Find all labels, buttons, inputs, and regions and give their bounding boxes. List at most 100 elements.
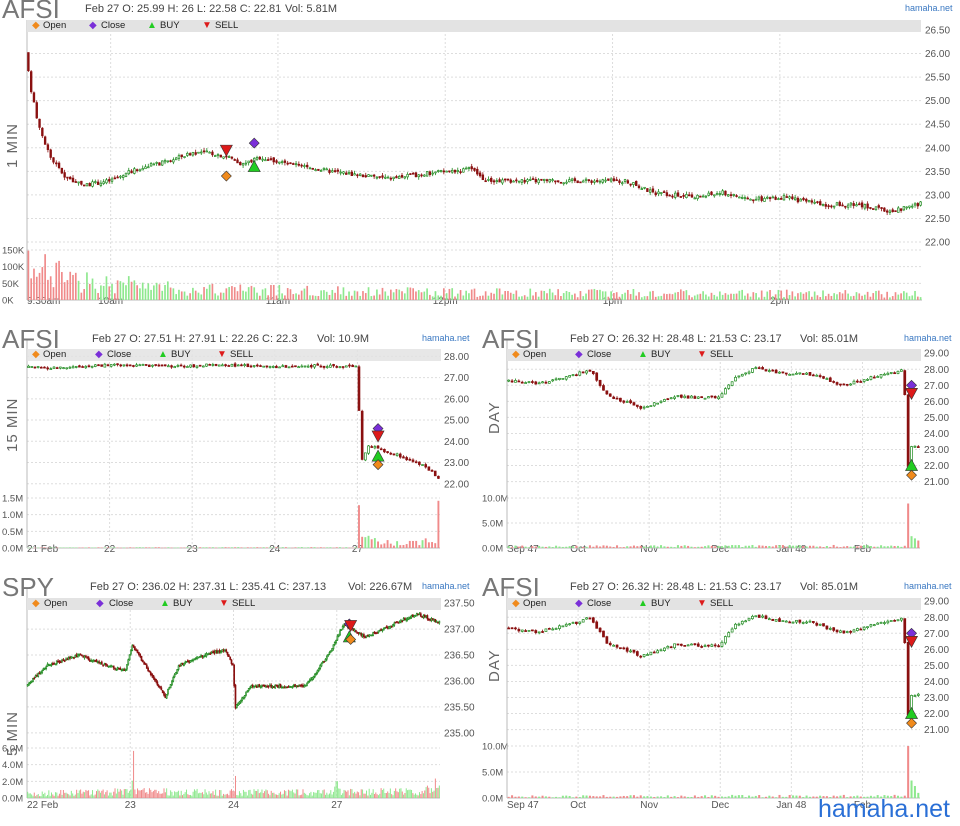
candle-body	[795, 372, 798, 375]
volume-bar	[132, 547, 135, 549]
volume-bar	[332, 547, 335, 549]
volume-bar	[80, 789, 82, 798]
candle-body	[318, 668, 320, 671]
candle-body	[322, 661, 324, 664]
candle-body	[278, 161, 281, 164]
volume-bar	[180, 790, 182, 798]
candle-body	[224, 649, 226, 652]
volume-bar	[35, 276, 38, 300]
volume-bar	[700, 796, 703, 798]
candle-body	[80, 180, 83, 185]
volume-bar	[876, 546, 879, 548]
candle-body	[34, 675, 37, 678]
candle-body	[622, 647, 626, 650]
volume-bar	[211, 793, 213, 798]
candle-body	[240, 364, 243, 367]
volume-bar	[544, 546, 547, 548]
candle-body	[69, 176, 72, 180]
volume-bar	[233, 791, 235, 798]
candle-body	[916, 446, 920, 448]
legend-buy: BUY	[160, 20, 180, 31]
volume-bar	[605, 545, 608, 548]
volume-bar	[69, 795, 71, 798]
volume-bar	[295, 293, 297, 300]
candle-body	[67, 657, 70, 660]
candle-body	[104, 663, 107, 666]
volume-bar	[393, 790, 395, 798]
volume-bar	[272, 547, 275, 548]
candle-body	[531, 629, 534, 632]
candle-body	[148, 670, 151, 673]
volume-bar	[122, 547, 125, 549]
volume-bar	[133, 280, 136, 300]
candle-body	[734, 376, 737, 382]
candle-body	[916, 693, 920, 696]
volume-bar	[636, 546, 639, 548]
volume-bar	[514, 545, 517, 548]
volume-bar	[41, 267, 44, 300]
volume-bar	[731, 794, 734, 798]
close-diamond-icon: ◆	[89, 20, 97, 31]
candle-body	[679, 394, 683, 398]
candle-body	[509, 179, 512, 183]
candle-body	[210, 651, 213, 654]
volume-bar	[507, 796, 510, 798]
volume-bar	[484, 291, 487, 300]
volume-bar	[342, 547, 345, 549]
candle-body	[70, 656, 73, 659]
volume-bar	[822, 290, 824, 300]
volume-bar	[30, 547, 33, 548]
volume-bar	[890, 796, 893, 798]
volume-bar	[278, 547, 281, 549]
candle-body	[148, 364, 151, 368]
volume-bar	[781, 796, 784, 798]
candle-body	[340, 629, 343, 631]
candle-body	[323, 661, 326, 663]
volume-bar	[863, 796, 866, 798]
candle-body	[155, 679, 157, 683]
interval-label: 1 MIN	[4, 122, 21, 168]
candle-body	[520, 629, 524, 632]
candle-body	[818, 623, 822, 626]
volume-bar	[302, 789, 304, 798]
volume-bar	[176, 547, 179, 549]
candle-body	[268, 366, 272, 368]
candle-body	[143, 661, 145, 665]
time-tick-label: 10am	[98, 296, 123, 306]
volume-bar	[230, 547, 233, 548]
volume-bar	[824, 296, 827, 300]
volume-bar	[98, 790, 100, 798]
candle-body	[877, 205, 880, 208]
candle-body	[819, 201, 822, 206]
volume-bar	[707, 545, 710, 548]
candle-body	[484, 180, 487, 183]
volume-bar	[105, 276, 108, 300]
candle-body	[575, 374, 578, 377]
volume-bar	[507, 546, 510, 548]
price-tick-label: 27.00	[924, 629, 949, 640]
volume-tick-label: 4.0M	[2, 760, 23, 771]
volume-bar	[105, 792, 107, 798]
candle-body	[723, 636, 727, 644]
volume-bar	[683, 796, 686, 798]
candle-body	[69, 656, 71, 659]
candle-body	[283, 686, 286, 689]
volume-bar	[716, 296, 718, 300]
candle-body	[908, 205, 911, 208]
volume-bar	[391, 794, 393, 798]
candle-body	[176, 669, 179, 674]
volume-bar	[670, 796, 673, 798]
candle-body	[410, 615, 413, 618]
candle-body	[219, 154, 222, 158]
volume-bar	[838, 292, 841, 300]
candle-body	[230, 659, 233, 665]
candle-body	[588, 617, 592, 620]
volume-bar	[69, 271, 72, 300]
volume-bar	[649, 291, 651, 300]
volume-bar	[116, 547, 119, 549]
price-tick-label: 22.00	[924, 709, 949, 720]
candle-body	[562, 182, 565, 185]
candle-body	[612, 396, 616, 399]
volume-bar	[412, 540, 414, 548]
volume-bar	[52, 287, 55, 300]
